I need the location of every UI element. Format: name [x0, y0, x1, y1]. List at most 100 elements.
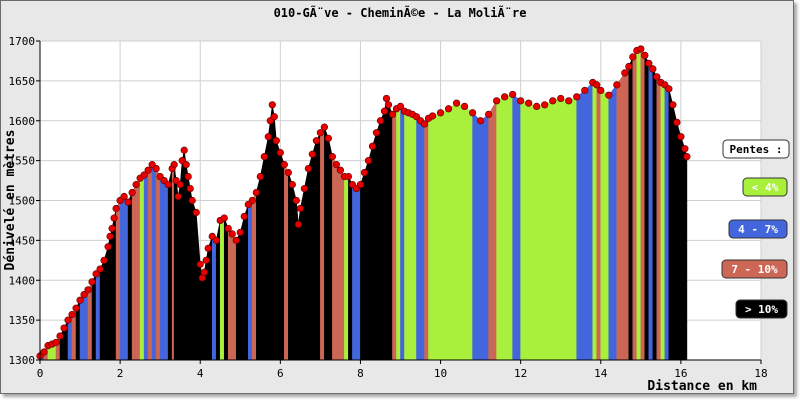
slope-bar	[187, 176, 191, 361]
slope-bar	[147, 163, 153, 361]
elevation-point	[296, 204, 304, 213]
elevation-point	[110, 214, 118, 222]
slope-bar	[496, 96, 505, 361]
y-tick-label: 1350	[9, 314, 36, 327]
elevation-point	[256, 172, 264, 181]
elevation-point	[328, 153, 337, 161]
elevation-point	[144, 166, 152, 174]
slope-bar	[528, 102, 537, 361]
slope-bar	[115, 200, 121, 361]
slope-bar	[440, 108, 449, 361]
elevation-point	[132, 180, 140, 189]
y-tick-label: 1500	[9, 195, 36, 208]
elevation-point	[212, 236, 220, 244]
elevation-point	[60, 324, 68, 332]
elevation-point	[629, 53, 637, 61]
elevation-point	[88, 278, 96, 286]
slope-bar	[255, 176, 261, 361]
slope-bar	[408, 112, 413, 361]
slope-bar	[107, 236, 111, 361]
elevation-point	[248, 196, 256, 205]
elevation-point	[637, 45, 645, 53]
elevation-point	[252, 188, 260, 197]
elevation-point	[565, 97, 573, 105]
slope-bar	[664, 84, 670, 361]
slope-bar	[628, 56, 634, 361]
slope-bar	[488, 99, 497, 361]
slope-bar	[320, 126, 325, 361]
slope-bar	[247, 199, 253, 361]
slope-bar	[270, 104, 273, 361]
slope-bar	[239, 216, 245, 361]
elevation-point	[517, 97, 525, 105]
elevation-point	[320, 123, 328, 131]
legend-swatch	[728, 219, 788, 239]
slope-bar	[652, 68, 658, 361]
elevation-point	[344, 172, 353, 181]
slope-bar	[360, 172, 365, 361]
slope-bar	[684, 148, 688, 361]
elevation-point	[300, 184, 308, 193]
slope-bar	[472, 112, 481, 361]
slope-bar	[404, 110, 409, 361]
elevation-point	[541, 101, 549, 109]
slope-bar	[448, 102, 457, 361]
x-tick-label: 12	[514, 367, 527, 380]
slope-bar	[167, 168, 173, 361]
slope-bar	[368, 146, 373, 361]
elevation-point	[220, 214, 228, 222]
elevation-point	[112, 204, 120, 213]
elevation-point	[76, 296, 84, 304]
slope-bar	[536, 104, 546, 361]
slope-bar	[520, 100, 529, 361]
y-ticks: 1300 1350 1400 1450 1500 1550 1600 1650 1700	[9, 35, 40, 367]
y-tick-label: 1600	[9, 115, 36, 128]
elevation-point	[304, 165, 312, 173]
slope-bar	[388, 104, 393, 361]
slope-bar	[584, 81, 594, 361]
slope-bar	[79, 293, 85, 361]
elevation-point	[272, 137, 280, 145]
slope-bar	[356, 183, 361, 361]
elevation-point	[106, 232, 114, 240]
slope-bar	[316, 132, 321, 361]
slope-bar	[113, 208, 117, 361]
legend-swatch	[735, 299, 788, 319]
elevation-point	[460, 102, 469, 110]
legend-title-box	[722, 139, 790, 159]
slope-bar	[163, 179, 169, 361]
legend: Pentes : < 4% 4 - 7% 7 - 10% > 10%	[721, 139, 790, 319]
slope-bar	[288, 172, 293, 361]
elevation-point	[104, 243, 112, 251]
slope-bar	[364, 160, 369, 361]
slope-bar	[424, 117, 429, 361]
elevation-point	[240, 212, 248, 221]
elevation-point	[180, 146, 188, 154]
slope-bar	[243, 204, 249, 361]
x-tick-label: 8	[357, 367, 364, 380]
elevation-point	[284, 168, 292, 177]
slope-bar	[504, 94, 513, 361]
elevation-point	[200, 268, 208, 276]
x-axis-label: Distance en km	[647, 379, 757, 394]
elevation-point	[621, 69, 629, 77]
x-tick-label: 4	[197, 367, 204, 380]
elevation-point	[677, 133, 685, 141]
slope-bar	[312, 140, 317, 361]
elevation-point	[477, 117, 485, 125]
slope-bar	[340, 169, 345, 361]
elevation-point	[613, 81, 621, 89]
slope-bar	[95, 268, 101, 361]
elevation-point	[420, 120, 429, 128]
elevation-point	[294, 220, 302, 229]
elevation-point	[188, 196, 196, 205]
elevation-point	[388, 110, 397, 118]
elevation-point	[469, 109, 477, 117]
elevation-point	[573, 93, 581, 101]
elevation-point	[186, 184, 194, 193]
elevation-point	[549, 97, 557, 105]
elevation-point	[493, 97, 501, 105]
elevation-point	[96, 265, 104, 273]
slope-bar	[189, 188, 193, 361]
